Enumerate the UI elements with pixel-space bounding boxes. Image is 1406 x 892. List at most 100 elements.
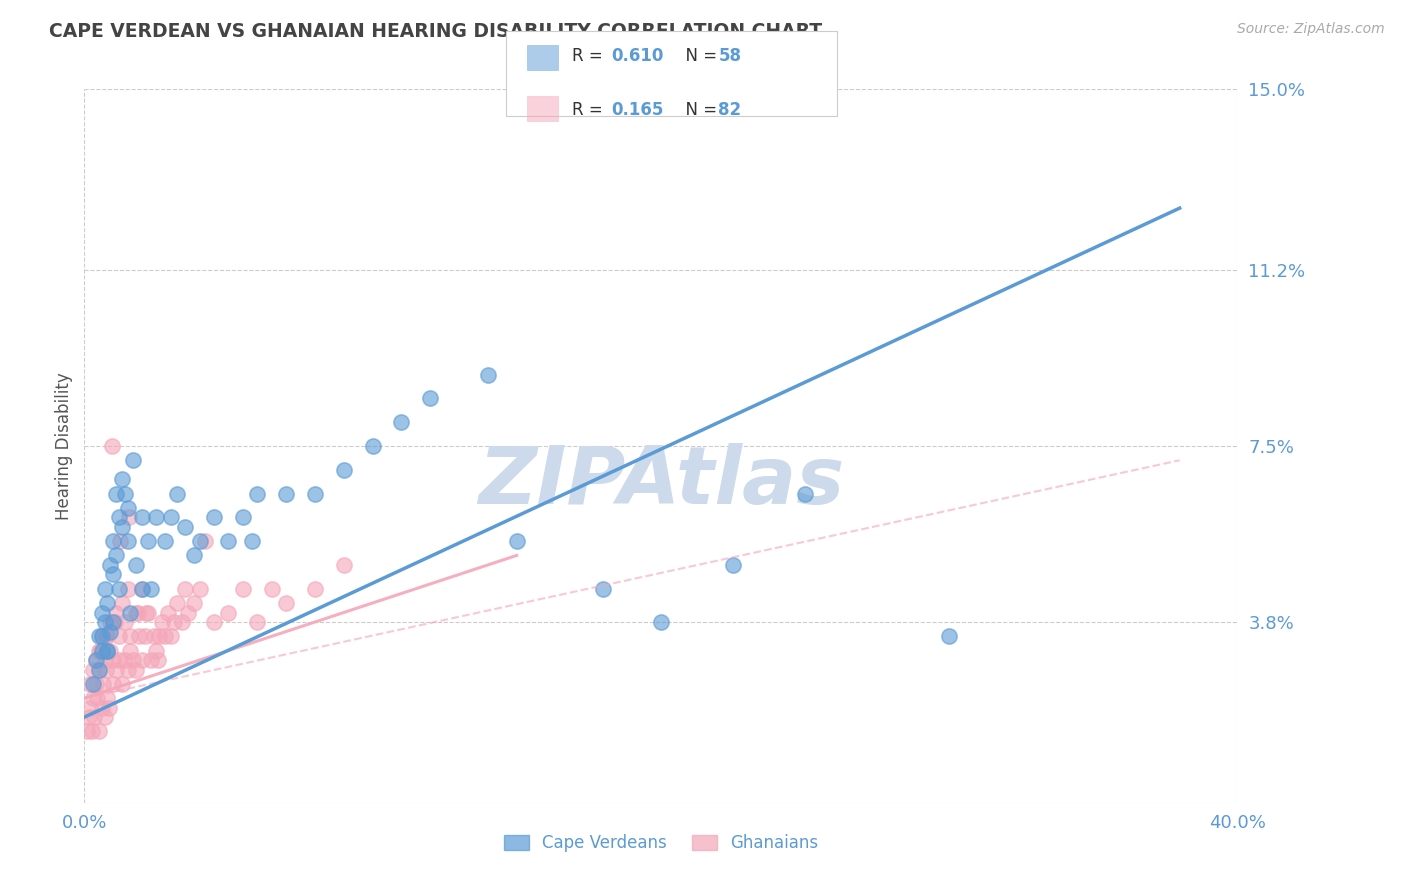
Point [174,582,197,596]
Point [156,606,179,620]
Point [90,700,112,714]
Point [105,663,128,677]
Point [79,700,101,714]
Point [96,691,118,706]
Text: N =: N = [675,101,723,119]
Point [139,653,162,667]
Point [91,677,114,691]
Point [246,615,269,629]
Point [84,653,107,667]
Point [232,510,254,524]
Point [120,606,142,620]
Point [87,724,110,739]
Point [83,710,105,724]
Point [108,582,131,596]
Point [148,629,170,643]
Point [94,663,117,677]
Point [276,596,298,610]
Point [218,534,240,549]
Point [122,453,145,467]
Point [160,510,183,524]
Point [232,582,254,596]
Point [333,463,356,477]
Point [90,643,112,657]
Point [477,368,499,382]
Point [177,606,200,620]
Point [131,510,153,524]
Point [108,510,131,524]
Point [117,663,139,677]
Point [89,643,111,657]
Point [90,629,112,643]
Text: 82: 82 [718,101,741,119]
Point [103,615,124,629]
Point [93,653,115,667]
Point [77,710,100,724]
Point [114,486,136,500]
Point [111,677,134,691]
Point [125,558,148,572]
Point [134,629,156,643]
Text: 0.610: 0.610 [612,47,664,65]
Point [125,606,148,620]
Point [108,653,131,667]
Point [105,486,128,500]
Point [145,510,167,524]
Point [117,500,139,515]
Point [82,691,104,706]
Point [114,653,136,667]
Point [86,691,108,706]
Point [276,486,298,500]
Point [122,653,145,667]
Point [117,534,139,549]
Point [117,582,139,596]
Point [333,558,356,572]
Point [188,534,211,549]
Point [131,582,153,596]
Point [98,615,121,629]
Point [128,629,150,643]
Point [361,439,384,453]
Point [108,629,131,643]
Point [98,558,121,572]
Point [721,558,744,572]
Text: 0.165: 0.165 [612,101,664,119]
Point [104,615,127,629]
Point [93,615,115,629]
Point [103,653,124,667]
Point [592,582,614,596]
Point [94,629,117,643]
Point [103,534,124,549]
Point [260,582,283,596]
Point [120,643,142,657]
Point [160,629,183,643]
Point [145,643,167,657]
Point [79,677,101,691]
Text: R =: R = [572,101,609,119]
Point [84,653,107,667]
Point [93,710,115,724]
Point [202,510,225,524]
Text: ZIPAtlas: ZIPAtlas [478,442,844,521]
Point [135,606,157,620]
Point [166,596,188,610]
Point [96,629,118,643]
Point [194,534,217,549]
Point [111,596,134,610]
Point [139,582,162,596]
Point [794,486,817,500]
Point [111,520,134,534]
Point [96,643,118,657]
Point [304,486,326,500]
Text: 58: 58 [718,47,741,65]
Point [166,486,188,500]
Point [174,520,197,534]
Point [76,724,98,739]
Point [87,663,110,677]
Point [125,663,148,677]
Point [98,624,121,639]
Legend: Cape Verdeans, Ghanaians: Cape Verdeans, Ghanaians [496,828,825,859]
Point [93,582,115,596]
Point [163,615,186,629]
Point [506,534,529,549]
